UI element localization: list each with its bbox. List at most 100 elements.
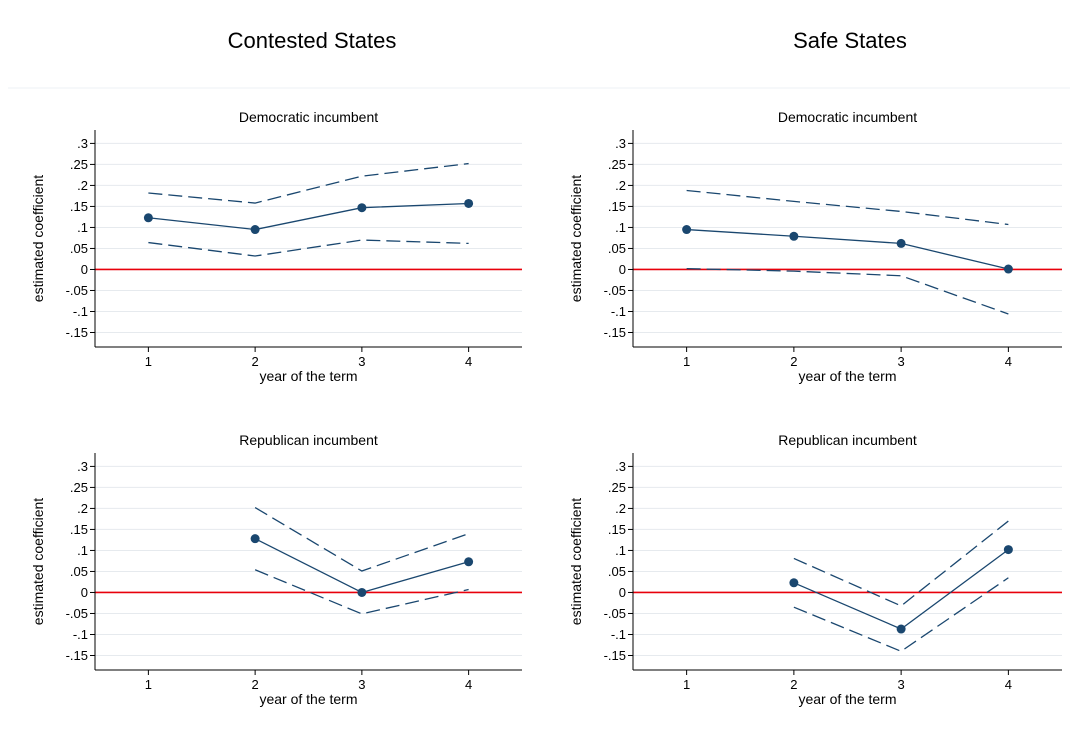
x-tick-label: 3 xyxy=(358,677,365,692)
y-tick-label: 0 xyxy=(81,262,88,277)
panel-4: Republican incumbent .3 .25 .2 .15 .1 .05 0 -.05… xyxy=(568,432,1062,707)
confidence-bound-line xyxy=(254,569,469,615)
y-tick-label: -.15 xyxy=(66,648,88,663)
y-axis-label: estimated coefficient xyxy=(30,498,46,625)
y-tick-label: .15 xyxy=(70,199,88,214)
confidence-bound-line xyxy=(148,239,469,257)
y-tick-label: .2 xyxy=(615,501,626,516)
x-tick-label: 2 xyxy=(790,354,797,369)
y-tick-label: .3 xyxy=(77,459,88,474)
y-tick-label: -.05 xyxy=(66,283,88,298)
estimate-point xyxy=(464,198,474,208)
confidence-bound-line xyxy=(686,189,1009,226)
x-tick-label: 4 xyxy=(465,677,472,692)
estimate-point xyxy=(896,238,906,248)
confidence-bound-line xyxy=(793,577,1009,653)
estimate-line xyxy=(148,202,469,231)
panel-title: Democratic incumbent xyxy=(239,109,378,125)
confidence-bound-line xyxy=(254,507,469,572)
estimate-point xyxy=(1003,545,1013,555)
y-tick-label: 0 xyxy=(619,262,626,277)
panel-2: Democratic incumbent .3 .25 .2 .15 .1 .05 0 -.05… xyxy=(568,109,1062,384)
estimate-point xyxy=(789,578,799,588)
y-tick-label: -.1 xyxy=(611,627,626,642)
y-tick-label: .25 xyxy=(70,157,88,172)
x-tick-label: 1 xyxy=(683,354,690,369)
y-tick-label: .2 xyxy=(77,178,88,193)
y-tick-label: 0 xyxy=(81,585,88,600)
y-tick-label: .05 xyxy=(70,241,88,256)
y-tick-label: -.1 xyxy=(73,304,88,319)
x-tick-label: 2 xyxy=(252,677,259,692)
estimate-point xyxy=(357,203,367,213)
estimate-point xyxy=(789,231,799,241)
panel-title: Republican incumbent xyxy=(239,432,378,448)
panel-title: Republican incumbent xyxy=(778,432,917,448)
x-tick-label: 2 xyxy=(252,354,259,369)
y-tick-label: 0 xyxy=(619,585,626,600)
y-tick-label: .25 xyxy=(608,157,626,172)
x-tick-label: 3 xyxy=(898,354,905,369)
estimate-point xyxy=(1003,264,1013,274)
y-tick-label: -.05 xyxy=(604,606,626,621)
y-axis-label: estimated coefficient xyxy=(30,175,46,302)
y-tick-label: .05 xyxy=(608,564,626,579)
y-tick-label: -.1 xyxy=(73,627,88,642)
x-tick-label: 3 xyxy=(358,354,365,369)
x-axis-label: year of the term xyxy=(259,691,357,707)
estimate-line xyxy=(254,538,469,594)
y-tick-label: .15 xyxy=(70,522,88,537)
estimate-point xyxy=(896,624,906,634)
y-tick-label: .25 xyxy=(70,480,88,495)
y-tick-label: .05 xyxy=(70,564,88,579)
y-axis-label: estimated coefficient xyxy=(568,175,584,302)
column-title-contested: Contested States xyxy=(227,28,397,53)
y-tick-label: .3 xyxy=(615,459,626,474)
y-axis-label: estimated coefficient xyxy=(568,498,584,625)
x-tick-label: 4 xyxy=(1005,354,1012,369)
y-tick-label: .2 xyxy=(615,178,626,193)
y-tick-label: .1 xyxy=(77,220,88,235)
y-tick-label: -.15 xyxy=(604,325,626,340)
panel-3: Republican incumbent .3 .25 .2 .15 .1 .05 0 -.05… xyxy=(30,432,522,707)
estimate-line xyxy=(686,228,1009,270)
y-tick-label: .3 xyxy=(615,136,626,151)
y-tick-label: .15 xyxy=(608,522,626,537)
y-tick-label: .1 xyxy=(77,543,88,558)
y-tick-label: .25 xyxy=(608,480,626,495)
x-tick-label: 1 xyxy=(145,354,152,369)
confidence-bound-line xyxy=(793,520,1009,607)
x-tick-label: 1 xyxy=(145,677,152,692)
y-tick-label: -.05 xyxy=(604,283,626,298)
x-tick-label: 3 xyxy=(898,677,905,692)
column-title-safe: Safe States xyxy=(793,28,907,53)
estimate-point xyxy=(464,557,474,567)
y-tick-label: .1 xyxy=(615,543,626,558)
estimate-point xyxy=(143,213,153,223)
x-tick-label: 2 xyxy=(790,677,797,692)
y-tick-label: -.15 xyxy=(66,325,88,340)
estimate-point xyxy=(250,534,260,544)
estimate-point xyxy=(357,587,367,597)
y-tick-label: .1 xyxy=(615,220,626,235)
estimate-line xyxy=(793,549,1009,630)
confidence-bound-line xyxy=(686,267,1009,315)
estimate-point xyxy=(682,225,692,235)
y-tick-label: .2 xyxy=(77,501,88,516)
x-axis-label: year of the term xyxy=(798,691,896,707)
x-axis-label: year of the term xyxy=(798,368,896,384)
y-tick-label: .05 xyxy=(608,241,626,256)
x-axis-label: year of the term xyxy=(259,368,357,384)
y-tick-label: -.15 xyxy=(604,648,626,663)
panel-1: Democratic incumbent .3 .25 .2 .15 .1 .05 0 -.05… xyxy=(30,109,522,384)
y-tick-label: -.1 xyxy=(611,304,626,319)
estimate-point xyxy=(250,225,260,235)
y-tick-label: -.05 xyxy=(66,606,88,621)
y-tick-label: .15 xyxy=(608,199,626,214)
x-tick-label: 4 xyxy=(1005,677,1012,692)
panel-title: Democratic incumbent xyxy=(778,109,917,125)
x-tick-label: 4 xyxy=(465,354,472,369)
y-tick-label: .3 xyxy=(77,136,88,151)
